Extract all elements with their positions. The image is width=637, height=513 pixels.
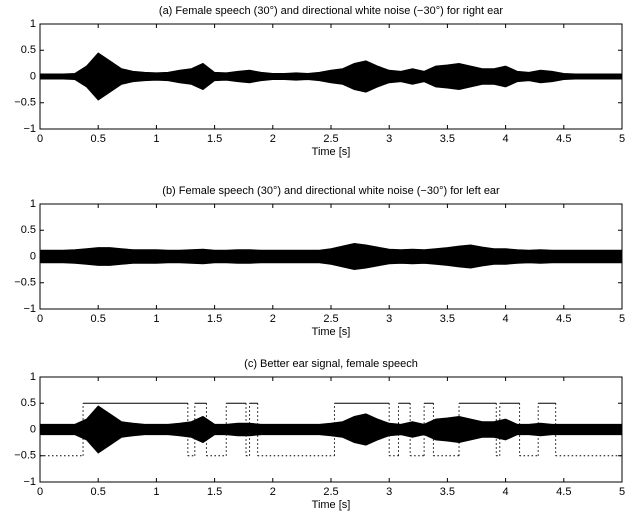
x-tick-label: 3 xyxy=(386,313,392,325)
y-tick-label: 0.5 xyxy=(21,224,36,236)
x-tick-label: 3.5 xyxy=(440,313,455,325)
y-tick-label: −1 xyxy=(23,303,36,315)
x-tick-label: 4 xyxy=(503,313,509,325)
y-tick-label: −1 xyxy=(23,476,36,488)
x-tick-label: 1.5 xyxy=(207,486,222,498)
x-tick-label: 1.5 xyxy=(207,133,222,145)
x-tick-label: 3.5 xyxy=(440,133,455,145)
x-axis-label: Time [s] xyxy=(312,326,351,338)
x-tick-label: 2 xyxy=(270,133,276,145)
x-tick-label: 3 xyxy=(386,486,392,498)
x-tick-label: 0 xyxy=(37,313,43,325)
y-tick-label: 1 xyxy=(30,18,36,30)
x-tick-label: 4 xyxy=(503,133,509,145)
y-tick-label: 0 xyxy=(30,250,36,262)
x-tick-label: 5 xyxy=(619,133,625,145)
x-tick-label: 2 xyxy=(270,313,276,325)
x-tick-label: 4.5 xyxy=(556,486,571,498)
x-tick-label: 4 xyxy=(503,486,509,498)
x-tick-label: 2.5 xyxy=(323,133,338,145)
y-tick-label: −0.5 xyxy=(14,450,36,462)
x-tick-label: 0 xyxy=(37,486,43,498)
x-tick-label: 5 xyxy=(619,486,625,498)
chart-title: (c) Better ear signal, female speech xyxy=(244,358,418,370)
x-tick-label: 2.5 xyxy=(323,313,338,325)
x-axis-label: Time [s] xyxy=(312,146,351,158)
x-tick-label: 1.5 xyxy=(207,313,222,325)
x-tick-label: 2.5 xyxy=(323,486,338,498)
x-tick-label: 0.5 xyxy=(91,313,106,325)
y-tick-label: −0.5 xyxy=(14,277,36,289)
y-tick-label: 0 xyxy=(30,423,36,435)
x-tick-label: 1 xyxy=(153,133,159,145)
y-tick-label: −1 xyxy=(23,123,36,135)
waveform xyxy=(39,405,623,454)
y-tick-label: 1 xyxy=(30,198,36,210)
x-tick-label: 3 xyxy=(386,133,392,145)
x-tick-label: 0.5 xyxy=(91,133,106,145)
waveform xyxy=(39,52,623,101)
x-tick-label: 2 xyxy=(270,486,276,498)
x-tick-label: 4.5 xyxy=(556,313,571,325)
y-tick-label: 0.5 xyxy=(21,44,36,56)
x-tick-label: 0.5 xyxy=(91,486,106,498)
y-tick-label: 0.5 xyxy=(21,397,36,409)
x-tick-label: 5 xyxy=(619,313,625,325)
x-tick-label: 4.5 xyxy=(556,133,571,145)
waveform xyxy=(39,242,623,271)
x-tick-label: 1 xyxy=(153,313,159,325)
y-tick-label: −0.5 xyxy=(14,97,36,109)
y-tick-label: 1 xyxy=(30,371,36,383)
y-tick-label: 0 xyxy=(30,70,36,82)
x-tick-label: 1 xyxy=(153,486,159,498)
x-tick-label: 0 xyxy=(37,133,43,145)
chart-title: (a) Female speech (30°) and directional … xyxy=(159,5,503,17)
x-tick-label: 3.5 xyxy=(440,486,455,498)
x-axis-label: Time [s] xyxy=(312,499,351,511)
chart-title: (b) Female speech (30°) and directional … xyxy=(162,185,500,197)
